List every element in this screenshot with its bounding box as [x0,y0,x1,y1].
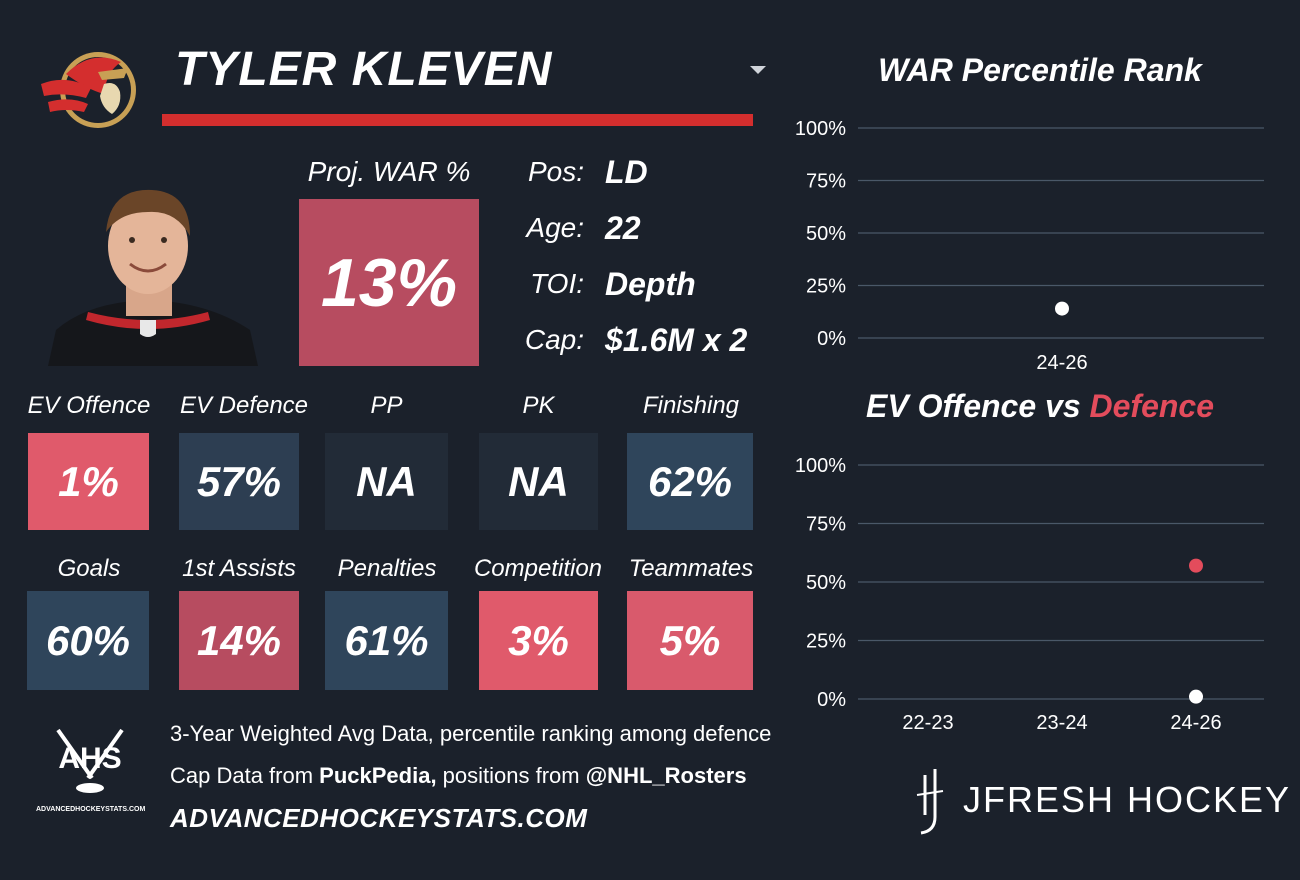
tile-label-pp: PP [370,392,403,419]
tile-value-ev-offence: 1% [58,457,119,505]
tile-label-1st-assists: 1st Assists [182,555,296,582]
chart2-ytick-label: 100% [795,455,846,477]
chart2-title: EV Offence vs Defence [820,388,1260,425]
chart2-point [1189,558,1203,573]
ahs-logo-text: AHS [58,742,122,775]
tile-label-ev-defence: EV Defence [179,392,309,419]
hockey-sticks-icon [56,728,124,793]
player-name: TYLER KLEVEN [175,43,553,96]
proj-war-tile: 13% [299,199,479,366]
chart2-title-part2: Defence [1089,388,1215,424]
tile-ev-defence: 57% [179,433,299,530]
tile-value-pp: NA [356,457,417,505]
chart2-point [1189,689,1203,704]
tile-pp: NA [325,433,448,530]
tile-penalties: 61% [325,591,448,690]
tile-value-teammates: 5% [659,616,721,664]
tile-value-competition: 3% [508,616,569,664]
tile-value-pk: NA [508,457,569,505]
tile-teammates: 5% [627,591,753,690]
chart1-ytick-label: 0% [817,328,846,350]
info-value-pos: LD [605,154,648,190]
info-value-toi: Depth [605,266,696,302]
chart1-ytick-label: 75% [806,171,846,193]
tile-label-penalties: Penalties [337,555,437,582]
senators-logo-icon [41,52,136,128]
tile-1st-assists: 14% [179,591,299,690]
info-key-toi: TOI: [530,268,584,299]
proj-war-value: 13% [320,244,458,321]
player-dropdown-chevron-icon[interactable] [750,66,766,74]
footer-line2-mid: positions from [436,763,586,788]
proj-war-label: Proj. WAR % [307,156,471,187]
ahs-logo: AHS ADVANCEDHOCKEYSTATS.COM [36,726,145,818]
jfresh-stick-icon [916,769,944,835]
chart2-title-part1: EV Offence vs [865,388,1090,424]
player-headshot [48,180,258,366]
chart1-ytick-label: 100% [795,118,846,140]
chart2-xtick-label: 23-24 [1036,712,1087,734]
name-underline [162,114,753,126]
footer-line1: 3-Year Weighted Avg Data, percentile ran… [170,721,772,746]
chart1-ytick-label: 50% [806,223,846,245]
tile-label-ev-offence: EV Offence [27,392,151,419]
chart2-ytick-label: 0% [817,689,846,711]
team-logo [36,44,146,132]
ahs-logo-sub: ADVANCEDHOCKEYSTATS.COM [36,806,146,813]
tile-label-goals: Goals [57,555,121,582]
tile-competition: 3% [479,591,598,690]
jfresh-logo: JFRESH HOCKEY [905,765,1289,837]
chart2-ytick-label: 50% [806,572,846,594]
footer-line2: Cap Data from PuckPedia, positions from … [170,763,747,789]
ev-offence-defence-chart: 0% 25% 50% 75% 100% 22-23 23-24 24-26 [795,455,1264,734]
info-key-age: Age: [526,212,584,243]
tile-value-penalties: 61% [344,616,429,664]
chart2-ytick-label: 25% [806,631,846,653]
tile-label-competition: Competition [473,555,603,582]
chart1-point [1055,301,1069,316]
tile-label-finishing: Finishing [642,392,740,419]
tile-label-teammates: Teammates [628,555,754,582]
puckpedia-link[interactable]: PuckPedia, [319,763,437,788]
chart2-xtick-label: 22-23 [902,712,953,734]
info-value-age: 22 [605,210,641,246]
chart2-xtick-label: 24-26 [1170,712,1221,734]
info-key-pos: Pos: [527,156,584,187]
chart2-ytick-label: 75% [806,514,846,536]
footer-line2-prefix: Cap Data from [170,763,320,788]
war-percentile-chart: 0% 25% 50% 75% 100% 24-26 [795,118,1264,374]
tile-goals: 60% [27,591,149,690]
chart1-title: WAR Percentile Rank [878,52,1202,88]
footer-site-link[interactable]: ADVANCEDHOCKEYSTATS.COM [170,803,588,833]
info-key-cap: Cap: [524,324,584,355]
tile-value-1st-assists: 14% [196,616,282,664]
info-value-cap: $1.6M x 2 [605,322,748,358]
tile-label-pk: PK [522,392,555,419]
chart1-ytick-label: 25% [806,276,846,298]
jfresh-brand-text: JFRESH HOCKEY [963,779,1292,820]
tile-finishing: 62% [627,433,753,530]
nhl-rosters-link[interactable]: @NHL_Rosters [585,763,747,788]
tile-value-finishing: 62% [647,457,733,505]
tile-ev-offence: 1% [28,433,149,530]
chart1-xtick-label: 24-26 [1036,352,1087,374]
tile-pk: NA [479,433,598,530]
tile-value-ev-defence: 57% [196,457,282,505]
tile-value-goals: 60% [45,616,131,664]
